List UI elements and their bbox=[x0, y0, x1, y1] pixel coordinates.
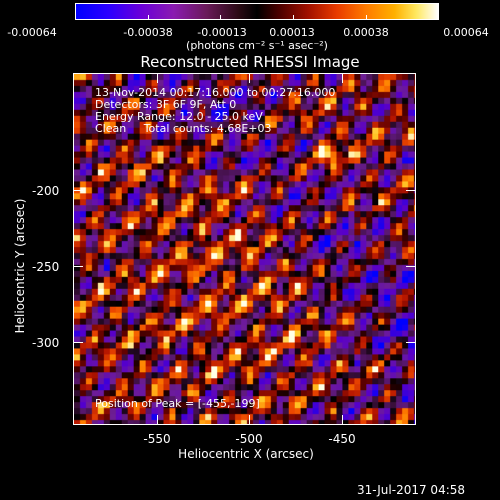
colorbar-tick-label: -0.00013 bbox=[197, 26, 247, 39]
info-time-range: 13-Nov-2014 00:17:16.000 to 00:27:16.000 bbox=[95, 86, 336, 99]
colorbar-tick-label: -0.00064 bbox=[7, 26, 57, 39]
colorbar-tick-label: -0.00038 bbox=[123, 26, 173, 39]
x-tick bbox=[157, 415, 158, 425]
image-heatmap bbox=[74, 74, 415, 424]
y-tick-label: -250 bbox=[32, 260, 60, 274]
colorbar-tick-label: 0.00013 bbox=[269, 26, 315, 39]
timestamp: 31-Jul-2017 04:58 bbox=[357, 483, 466, 497]
info-detectors: Detectors: 3F 6F 9F, Att 0 bbox=[95, 98, 237, 111]
rhessi-image bbox=[73, 73, 416, 425]
colorbar-tick-label: 0.00064 bbox=[443, 26, 489, 39]
y-tick-label: -300 bbox=[32, 336, 60, 350]
y-tick bbox=[406, 266, 416, 267]
y-tick bbox=[73, 342, 83, 343]
info-energy-range: Energy Range: 12.0 - 25.0 keV bbox=[95, 110, 263, 123]
colorbar-tick bbox=[220, 15, 221, 20]
y-tick-label: -200 bbox=[32, 184, 60, 198]
colorbar-tick bbox=[293, 15, 294, 20]
colorbar bbox=[75, 3, 439, 20]
colorbar-tick bbox=[148, 15, 149, 20]
colorbar-tick bbox=[366, 15, 367, 20]
y-tick bbox=[73, 190, 83, 191]
y-axis-title: Heliocentric Y (arcsec) bbox=[13, 198, 27, 334]
x-axis-title: Heliocentric X (arcsec) bbox=[178, 447, 314, 461]
x-tick bbox=[157, 73, 158, 83]
colorbar-tick bbox=[75, 15, 76, 20]
plot-title: Reconstructed RHESSI Image bbox=[140, 53, 360, 71]
x-tick bbox=[342, 73, 343, 83]
peak-position: Position of Peak = [-455,-199] bbox=[95, 397, 260, 410]
x-tick-label: -550 bbox=[143, 432, 171, 446]
x-tick-label: -450 bbox=[328, 432, 356, 446]
x-tick bbox=[249, 73, 250, 83]
info-clean-counts: Clean Total counts: 4.68E+03 bbox=[95, 122, 272, 135]
x-tick bbox=[249, 415, 250, 425]
y-tick bbox=[73, 266, 83, 267]
x-tick-label: -500 bbox=[235, 432, 263, 446]
colorbar-units: (photons cm⁻² s⁻¹ asec⁻²) bbox=[186, 39, 328, 52]
x-tick bbox=[342, 415, 343, 425]
y-tick bbox=[406, 190, 416, 191]
y-tick bbox=[406, 342, 416, 343]
colorbar-tick-label: 0.00038 bbox=[343, 26, 389, 39]
colorbar-tick bbox=[438, 15, 439, 20]
colorbar-gradient bbox=[76, 4, 438, 19]
